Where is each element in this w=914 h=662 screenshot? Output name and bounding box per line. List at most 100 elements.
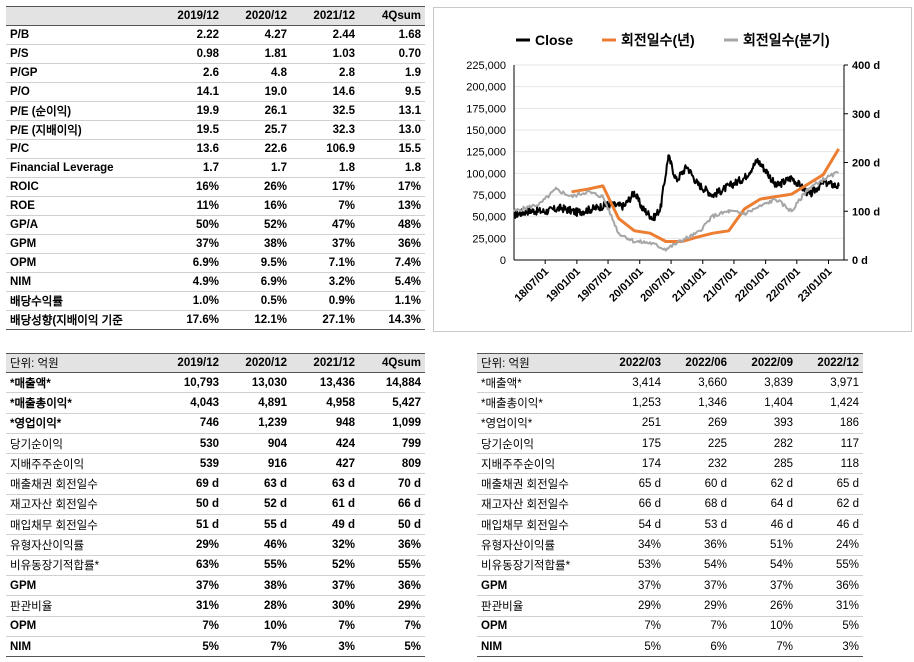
row-label: *매출총이익*: [477, 392, 599, 414]
table-cell: 1.81: [223, 44, 291, 64]
y-left-tick-label: 125,000: [466, 147, 506, 159]
table-cell: 13.1: [359, 101, 425, 121]
table-row: 판관비율 31% 28% 30% 29%: [6, 595, 425, 617]
column-header: 2022/09: [731, 353, 797, 373]
stock-turnover-chart: 0 25,000 50,000 75,000 100,000 125,000 150,000…: [433, 7, 912, 332]
table-cell: 174: [599, 453, 665, 475]
table-row: P/O 14.1 19.0 14.6 9.5: [6, 82, 425, 102]
row-label: 배당성향(지배이익 기준: [6, 310, 157, 330]
y-left-tick-label: 200,000: [466, 82, 506, 94]
table-cell: 29%: [599, 595, 665, 617]
table-cell: 1.8: [359, 158, 425, 178]
table-row: 매출채권 회전일수 69 d 63 d 63 d 70 d: [6, 473, 425, 495]
table-row: 유형자산이익률 29% 46% 32% 36%: [6, 534, 425, 556]
row-label: OPM: [6, 616, 157, 637]
table-row: *영업이익* 746 1,239 948 1,099: [6, 413, 425, 434]
table-cell: 46 d: [731, 514, 797, 536]
row-label: 당기순이익: [477, 433, 599, 455]
table-cell: 9.5: [359, 82, 425, 102]
table-cell: 13.0: [359, 120, 425, 140]
row-label: *영업이익*: [477, 413, 599, 434]
table-row: 재고자산 회전일수 50 d 52 d 61 d 66 d: [6, 494, 425, 516]
table-cell: 4,891: [223, 392, 291, 414]
table-row: P/C 13.6 22.6 106.9 15.5: [6, 139, 425, 159]
column-header: 4Qsum: [359, 6, 425, 26]
table-cell: 19.5: [157, 120, 223, 140]
table-cell: 5%: [599, 636, 665, 658]
row-label: 재고자산 회전일수: [477, 494, 599, 516]
table-cell: 22.6: [223, 139, 291, 159]
table-cell: 7.1%: [291, 253, 359, 273]
table-row: 유형자산이익률 34% 36% 51% 24%: [477, 534, 863, 556]
row-label: P/O: [6, 82, 157, 102]
row-label: GPM: [477, 575, 599, 597]
column-header: 2020/12: [223, 6, 291, 26]
row-label: Financial Leverage: [6, 158, 157, 178]
y-left-tick-label: 0: [500, 255, 506, 267]
table-cell: 14,884: [359, 372, 425, 394]
table-cell: 65 d: [797, 473, 863, 495]
table-row: OPM 7% 7% 10% 5%: [477, 616, 863, 637]
table-cell: 47%: [291, 215, 359, 235]
table-cell: 29%: [665, 595, 731, 617]
table-cell: 2.6: [157, 63, 223, 83]
table-cell: 38%: [223, 234, 291, 254]
column-header-label: 단위: 억원: [6, 353, 157, 373]
table-cell: 3,660: [665, 372, 731, 394]
table-cell: 63 d: [223, 473, 291, 495]
table-cell: 4,958: [291, 392, 359, 414]
row-label: 매입채무 회전일수: [477, 514, 599, 536]
table-cell: 3,839: [731, 372, 797, 394]
row-label: 판관비율: [6, 595, 157, 617]
table-cell: 55%: [359, 555, 425, 576]
table-cell: 1.68: [359, 25, 425, 45]
table-row: 매출채권 회전일수 65 d 60 d 62 d 65 d: [477, 473, 863, 495]
table-cell: 16%: [157, 177, 223, 197]
table-cell: 36%: [359, 534, 425, 556]
row-label: 매출채권 회전일수: [6, 473, 157, 495]
table-cell: 25.7: [223, 120, 291, 140]
table-cell: 15.5: [359, 139, 425, 159]
table-cell: 0.5%: [223, 291, 291, 311]
table-cell: 13.6: [157, 139, 223, 159]
table-row: 매입채무 회전일수 54 d 53 d 46 d 46 d: [477, 514, 863, 536]
y-left-tick-label: 150,000: [466, 125, 506, 137]
table-cell: 1.03: [291, 44, 359, 64]
table-cell: 61 d: [291, 494, 359, 516]
table-cell: 746: [157, 413, 223, 434]
table-cell: 4.27: [223, 25, 291, 45]
table-cell: 269: [665, 413, 731, 434]
table-row: *영업이익* 251 269 393 186: [477, 413, 863, 434]
table-header-row: 단위: 억원 2022/03 2022/06 2022/09 2022/12: [477, 353, 863, 373]
table-cell: 62 d: [797, 494, 863, 516]
table-cell: 6.9%: [157, 253, 223, 273]
table-cell: 55%: [223, 555, 291, 576]
table-cell: 37%: [731, 575, 797, 597]
table-cell: 52%: [223, 215, 291, 235]
row-label: *매출총이익*: [6, 392, 157, 414]
table-cell: 55 d: [223, 514, 291, 536]
table-row: NIM 5% 6% 7% 3%: [477, 636, 863, 658]
annual-financials-table: 단위: 억원 2019/12 2020/12 2021/12 4Qsum *매출액* 10…: [6, 353, 425, 658]
table-row: 비유동장기적합률* 63% 55% 52% 55%: [6, 555, 425, 576]
table-cell: 19.0: [223, 82, 291, 102]
table-row: GPM 37% 38% 37% 36%: [6, 575, 425, 597]
table-cell: 0.70: [359, 44, 425, 64]
column-header: 2022/06: [665, 353, 731, 373]
table-cell: 3,414: [599, 372, 665, 394]
table-cell: 0.98: [157, 44, 223, 64]
table-cell: 50 d: [157, 494, 223, 516]
legend-label: 회전일수(분기): [743, 32, 830, 48]
column-header: 2021/12: [291, 353, 359, 373]
row-label: 재고자산 회전일수: [6, 494, 157, 516]
table-cell: 7%: [291, 616, 359, 637]
row-label: P/E (순이익): [6, 101, 157, 121]
table-cell: 6.9%: [223, 272, 291, 292]
table-cell: 54 d: [599, 514, 665, 536]
table-cell: 4.9%: [157, 272, 223, 292]
row-label: P/S: [6, 44, 157, 64]
table-cell: 9.5%: [223, 253, 291, 273]
table-cell: 2.22: [157, 25, 223, 45]
table-cell: 7.4%: [359, 253, 425, 273]
row-label: P/B: [6, 25, 157, 45]
